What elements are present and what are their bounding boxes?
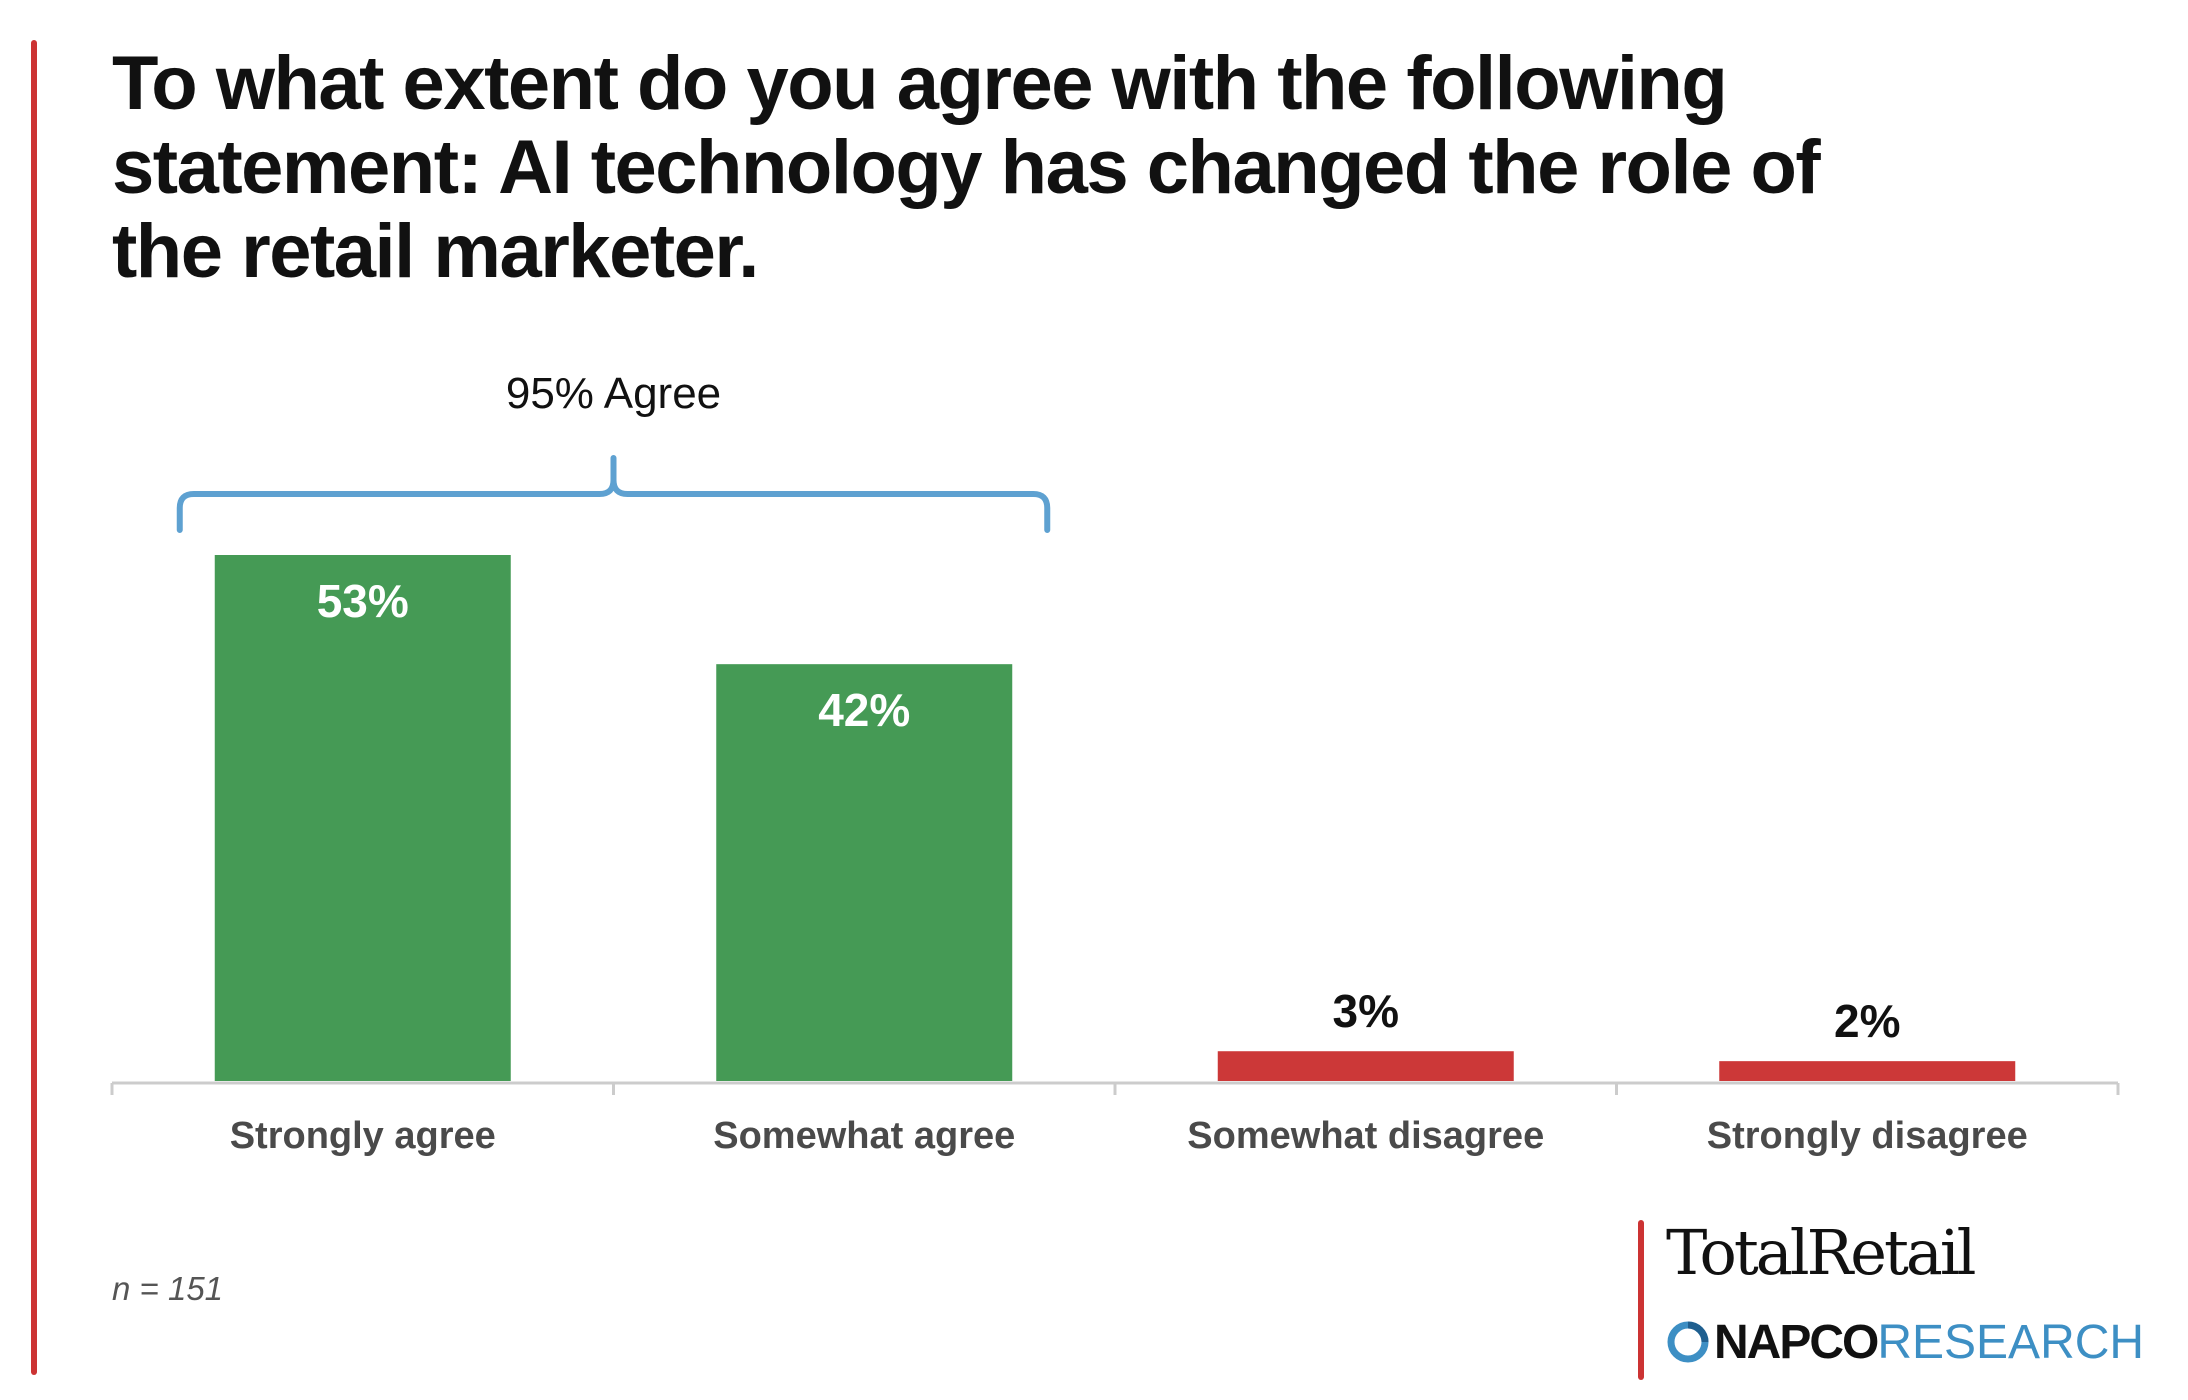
agree-bracket-label: 95% Agree — [506, 369, 721, 418]
x-axis — [110, 1081, 2120, 1095]
bar-strongly-agree — [214, 555, 511, 1081]
left-accent-rule — [31, 40, 37, 1375]
chart-title: To what extent do you agree with the fol… — [112, 41, 1821, 294]
category-label-somewhat-agree: Somewhat agree — [713, 1115, 1015, 1157]
bar-somewhat-agree — [716, 664, 1013, 1081]
napco-wordmark: NAPCO — [1714, 1315, 1879, 1369]
category-labels-group: Strongly agree Somewhat agree Somewhat dis… — [230, 1115, 2028, 1157]
category-label-strongly-disagree: Strongly disagree — [1707, 1115, 2028, 1157]
napco-research-logo: NAPCO RESEARCH — [1666, 1312, 2144, 1372]
bar-somewhat-disagree — [1217, 1051, 1514, 1081]
value-label-somewhat-disagree: 3% — [1333, 985, 1399, 1037]
napco-circle-icon — [1667, 1321, 1709, 1363]
category-label-strongly-agree: Strongly agree — [230, 1115, 496, 1157]
category-label-somewhat-disagree: Somewhat disagree — [1187, 1115, 1544, 1157]
bar-strongly-disagree — [1719, 1061, 2016, 1081]
research-wordmark: RESEARCH — [1877, 1315, 2145, 1369]
agree-bracket-group: 95% Agree — [176, 369, 1051, 533]
bars-group: 53% 42% 3% 2% — [214, 555, 2016, 1081]
agree-bracket — [176, 455, 1051, 533]
sample-size-note: n = 151 — [112, 1270, 224, 1307]
value-label-strongly-disagree: 2% — [1834, 995, 1900, 1047]
logo-divider-rule — [1638, 1220, 1644, 1380]
value-label-strongly-agree: 53% — [317, 575, 409, 627]
totalretail-logo: TotalRetail — [1666, 1216, 1976, 1289]
value-label-somewhat-agree: 42% — [818, 684, 910, 736]
